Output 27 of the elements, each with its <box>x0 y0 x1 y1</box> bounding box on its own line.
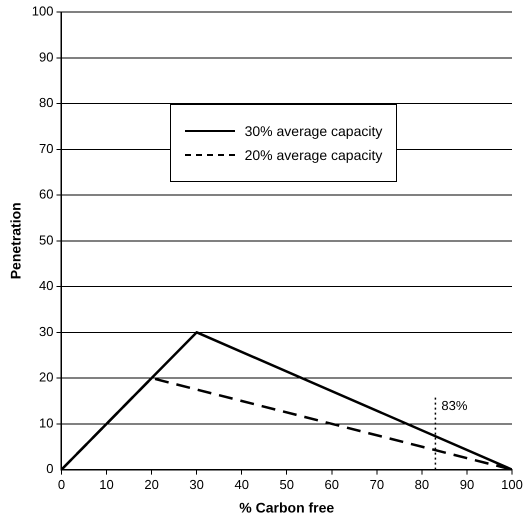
y-axis-title: Penetration <box>7 202 24 280</box>
y-tick-label: 80 <box>39 95 54 110</box>
x-tick-label: 40 <box>234 476 249 492</box>
y-tick-label: 70 <box>39 140 54 156</box>
ref-line-label: 83% <box>441 398 468 413</box>
legend-label: 30% average capacity <box>244 122 382 139</box>
y-tick-label: 40 <box>39 278 54 294</box>
legend-label: 20% average capacity <box>244 146 382 163</box>
y-tick-label: 60 <box>39 186 54 202</box>
x-tick-label: 0 <box>58 476 66 492</box>
y-tick-label: 90 <box>39 49 54 64</box>
y-tick-label: 30 <box>39 324 54 339</box>
x-axis-title: % Carbon free <box>239 499 334 516</box>
y-tick-label: 100 <box>32 4 54 19</box>
y-tick-label: 10 <box>39 415 54 430</box>
y-tick-label: 20 <box>39 370 54 385</box>
x-tick-label: 20 <box>144 476 159 492</box>
x-tick-label: 60 <box>324 476 340 492</box>
x-tick-label: 10 <box>99 476 114 492</box>
x-tick-label: 100 <box>501 476 523 492</box>
y-tick-label: 50 <box>39 232 54 248</box>
x-tick-label: 80 <box>414 476 430 492</box>
x-tick-label: 50 <box>280 476 294 492</box>
x-tick-label: 90 <box>460 476 474 492</box>
x-tick-label: 30 <box>189 476 204 492</box>
x-tick-label: 70 <box>370 476 384 492</box>
y-tick-label: 0 <box>46 461 54 476</box>
